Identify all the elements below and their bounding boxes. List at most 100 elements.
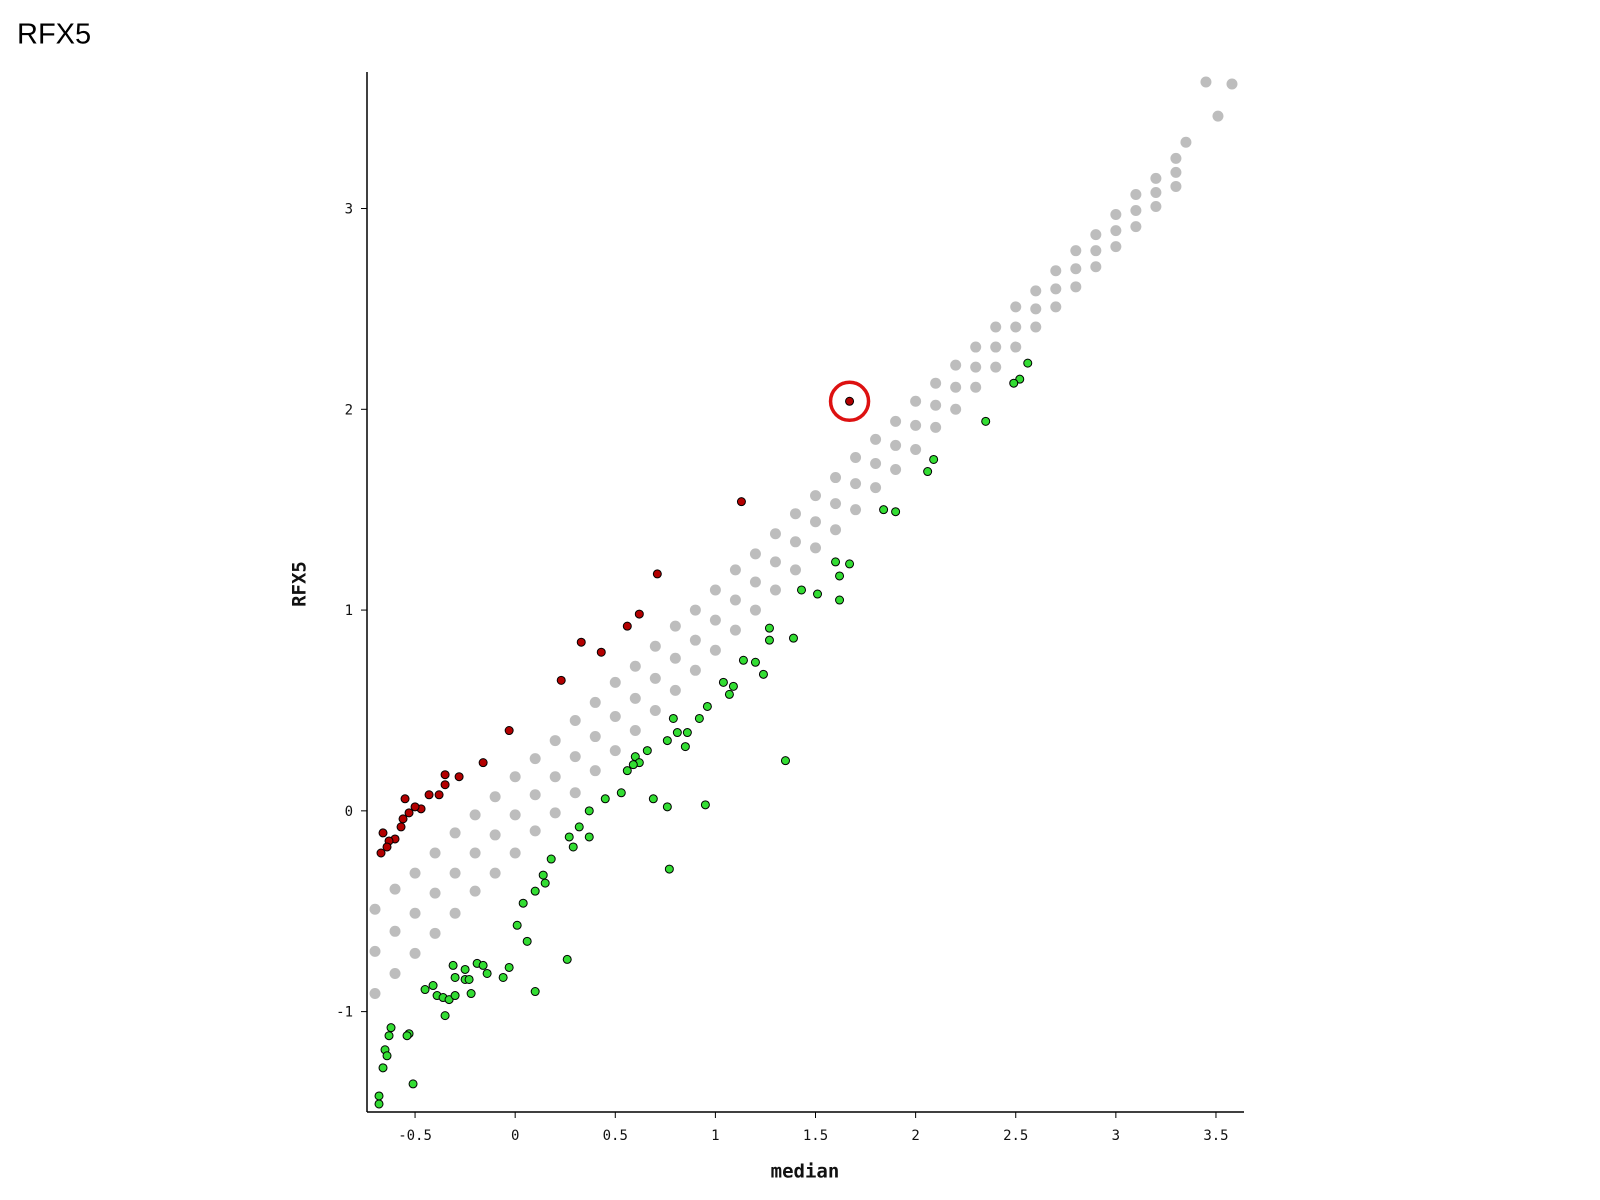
x-tick-label: 0: [511, 1128, 519, 1144]
point: [629, 660, 641, 672]
point: [1090, 245, 1102, 257]
point: [420, 985, 430, 995]
point: [530, 987, 540, 997]
point: [374, 1091, 384, 1101]
point: [448, 960, 458, 970]
point: [589, 731, 601, 743]
point: [378, 1063, 388, 1073]
point: [649, 640, 661, 652]
point: [845, 559, 855, 569]
point: [669, 620, 681, 632]
point: [1212, 110, 1224, 122]
highlight-ring: [828, 380, 871, 423]
point: [1070, 281, 1082, 293]
point: [830, 498, 842, 510]
point: [950, 359, 962, 371]
point: [810, 542, 822, 554]
point: [504, 962, 514, 972]
point: [1090, 261, 1102, 273]
point: [466, 989, 476, 999]
point: [564, 832, 574, 842]
point: [870, 433, 882, 445]
point: [1150, 172, 1162, 184]
point: [796, 585, 806, 595]
y-axis-title: RFX5: [289, 561, 311, 607]
point: [1226, 78, 1238, 90]
point: [652, 569, 662, 579]
point: [729, 564, 741, 576]
point: [702, 701, 712, 711]
point: [680, 742, 690, 752]
point: [910, 419, 922, 431]
point: [529, 789, 541, 801]
point: [929, 454, 939, 464]
point: [729, 624, 741, 636]
y-tick-label: 2: [345, 402, 353, 418]
point: [529, 753, 541, 765]
point: [478, 960, 488, 970]
y-tick-label: 0: [345, 804, 353, 820]
point: [1150, 186, 1162, 198]
point: [769, 584, 781, 596]
point: [408, 1079, 418, 1089]
point: [879, 505, 889, 515]
point: [709, 584, 721, 596]
point: [1110, 209, 1122, 221]
point: [549, 735, 561, 747]
point: [482, 968, 492, 978]
point: [402, 1031, 412, 1041]
y-tick-label: -1: [336, 1005, 353, 1021]
point: [622, 621, 632, 631]
point: [1023, 358, 1033, 368]
point: [789, 508, 801, 520]
point: [738, 655, 748, 665]
point: [440, 770, 450, 780]
point: [649, 672, 661, 684]
x-tick-label: 2.5: [1003, 1128, 1028, 1144]
point: [546, 854, 556, 864]
point: [562, 954, 572, 964]
point: [382, 842, 392, 852]
point: [556, 675, 566, 685]
point: [1009, 378, 1019, 388]
point: [1030, 285, 1042, 297]
point: [1050, 283, 1062, 295]
point: [574, 822, 584, 832]
point: [981, 416, 991, 426]
point: [628, 760, 638, 770]
point: [409, 947, 421, 959]
point: [1010, 301, 1022, 313]
point: [728, 681, 738, 691]
point: [1170, 166, 1182, 178]
point: [522, 936, 532, 946]
point: [1180, 136, 1192, 148]
point: [950, 381, 962, 393]
point: [789, 536, 801, 548]
point: [376, 848, 386, 858]
point: [449, 907, 461, 919]
point: [769, 556, 781, 568]
point: [450, 972, 460, 982]
point: [718, 677, 728, 687]
point: [464, 974, 474, 984]
point: [758, 669, 768, 679]
point: [569, 751, 581, 763]
point: [569, 787, 581, 799]
point: [1110, 241, 1122, 253]
point: [1010, 341, 1022, 353]
point: [1090, 229, 1102, 241]
point: [669, 684, 681, 696]
point: [1050, 301, 1062, 313]
point: [469, 847, 481, 859]
point: [498, 972, 508, 982]
point: [529, 825, 541, 837]
point: [378, 828, 388, 838]
point: [449, 867, 461, 879]
x-tick-label: -0.5: [398, 1128, 432, 1144]
point: [668, 713, 678, 723]
point: [813, 589, 823, 599]
point: [530, 886, 540, 896]
point: [1070, 263, 1082, 275]
point: [469, 809, 481, 821]
point: [609, 710, 621, 722]
